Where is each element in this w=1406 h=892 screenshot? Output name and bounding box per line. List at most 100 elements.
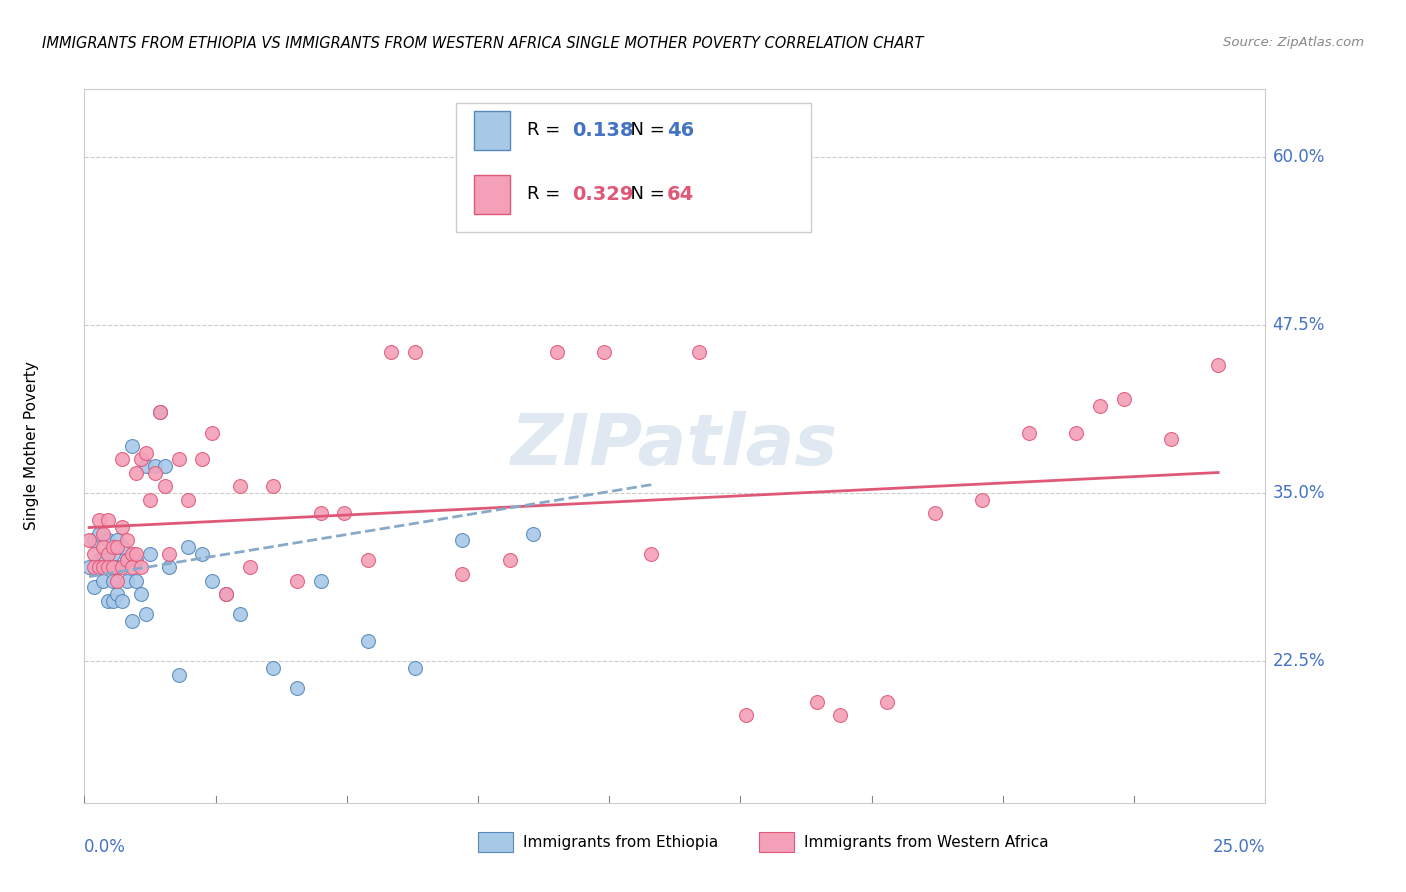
Text: ZIPatlas: ZIPatlas xyxy=(512,411,838,481)
Text: Single Mother Poverty: Single Mother Poverty xyxy=(24,361,39,531)
Point xyxy=(115,574,138,588)
Point xyxy=(101,540,124,554)
Point xyxy=(111,540,134,554)
Point xyxy=(593,344,616,359)
Point xyxy=(734,708,756,723)
Point xyxy=(129,587,152,601)
Text: 22.5%: 22.5% xyxy=(1272,652,1324,671)
Point xyxy=(91,540,114,554)
Point xyxy=(101,574,124,588)
Point xyxy=(229,479,252,493)
Point xyxy=(1088,399,1111,413)
Point xyxy=(876,695,898,709)
Point xyxy=(333,506,356,520)
Text: 64: 64 xyxy=(666,185,695,204)
Point xyxy=(121,439,143,453)
Point xyxy=(201,425,224,440)
Point xyxy=(111,520,134,534)
Point xyxy=(87,560,110,574)
Point xyxy=(640,547,662,561)
Bar xyxy=(474,111,509,150)
Text: R =: R = xyxy=(527,186,567,203)
Point xyxy=(83,580,105,594)
Point xyxy=(157,547,180,561)
Point xyxy=(107,540,129,554)
Point xyxy=(77,560,100,574)
Point xyxy=(97,560,120,574)
Point xyxy=(806,695,828,709)
Point xyxy=(115,533,138,548)
Point xyxy=(1018,425,1040,440)
Point xyxy=(380,344,402,359)
Point xyxy=(87,513,110,527)
Text: Immigrants from Western Africa: Immigrants from Western Africa xyxy=(804,835,1049,849)
Point xyxy=(97,547,120,561)
Point xyxy=(167,452,190,467)
Point xyxy=(107,574,129,588)
Point xyxy=(451,566,474,581)
Point xyxy=(125,553,148,567)
Point xyxy=(91,574,114,588)
Point xyxy=(115,553,138,567)
Point xyxy=(135,459,157,474)
Point xyxy=(1206,358,1229,372)
Point xyxy=(167,668,190,682)
Point xyxy=(357,634,380,648)
Point xyxy=(451,533,474,548)
Point xyxy=(111,594,134,608)
Point xyxy=(121,560,143,574)
Point xyxy=(498,553,520,567)
Point xyxy=(404,661,426,675)
Point xyxy=(121,614,143,628)
Point xyxy=(239,560,262,574)
Text: N =: N = xyxy=(620,186,671,203)
Point xyxy=(285,574,308,588)
Point xyxy=(262,479,284,493)
Point xyxy=(229,607,252,622)
Point xyxy=(139,492,162,507)
Point xyxy=(191,452,214,467)
Point xyxy=(83,533,105,548)
Point xyxy=(149,405,172,419)
Text: 0.138: 0.138 xyxy=(572,120,634,140)
Point xyxy=(125,466,148,480)
Point xyxy=(135,446,157,460)
Point xyxy=(262,661,284,675)
Point xyxy=(201,574,224,588)
Bar xyxy=(474,175,509,214)
Point xyxy=(1112,392,1135,406)
Point xyxy=(125,547,148,561)
Point xyxy=(97,513,120,527)
Point xyxy=(522,526,544,541)
Text: Source: ZipAtlas.com: Source: ZipAtlas.com xyxy=(1223,36,1364,49)
Text: 0.0%: 0.0% xyxy=(84,838,127,856)
Point xyxy=(83,560,105,574)
Point xyxy=(87,526,110,541)
Point xyxy=(111,560,134,574)
Text: 47.5%: 47.5% xyxy=(1272,316,1324,334)
Point xyxy=(1160,432,1182,446)
Point xyxy=(1066,425,1088,440)
Point xyxy=(546,344,568,359)
Point xyxy=(309,574,332,588)
Point xyxy=(640,196,662,211)
Point xyxy=(107,533,129,548)
Point xyxy=(177,540,200,554)
Point xyxy=(107,560,129,574)
Point xyxy=(115,553,138,567)
Point xyxy=(135,607,157,622)
Point xyxy=(191,547,214,561)
Point xyxy=(97,533,120,548)
Point xyxy=(215,587,238,601)
Point xyxy=(153,479,176,493)
Text: 46: 46 xyxy=(666,120,695,140)
Point xyxy=(970,492,993,507)
Text: 0.329: 0.329 xyxy=(572,185,634,204)
Text: Immigrants from Ethiopia: Immigrants from Ethiopia xyxy=(523,835,718,849)
Point xyxy=(91,560,114,574)
Point xyxy=(111,452,134,467)
Point xyxy=(91,526,114,541)
Point xyxy=(139,547,162,561)
Point xyxy=(215,587,238,601)
Point xyxy=(125,574,148,588)
